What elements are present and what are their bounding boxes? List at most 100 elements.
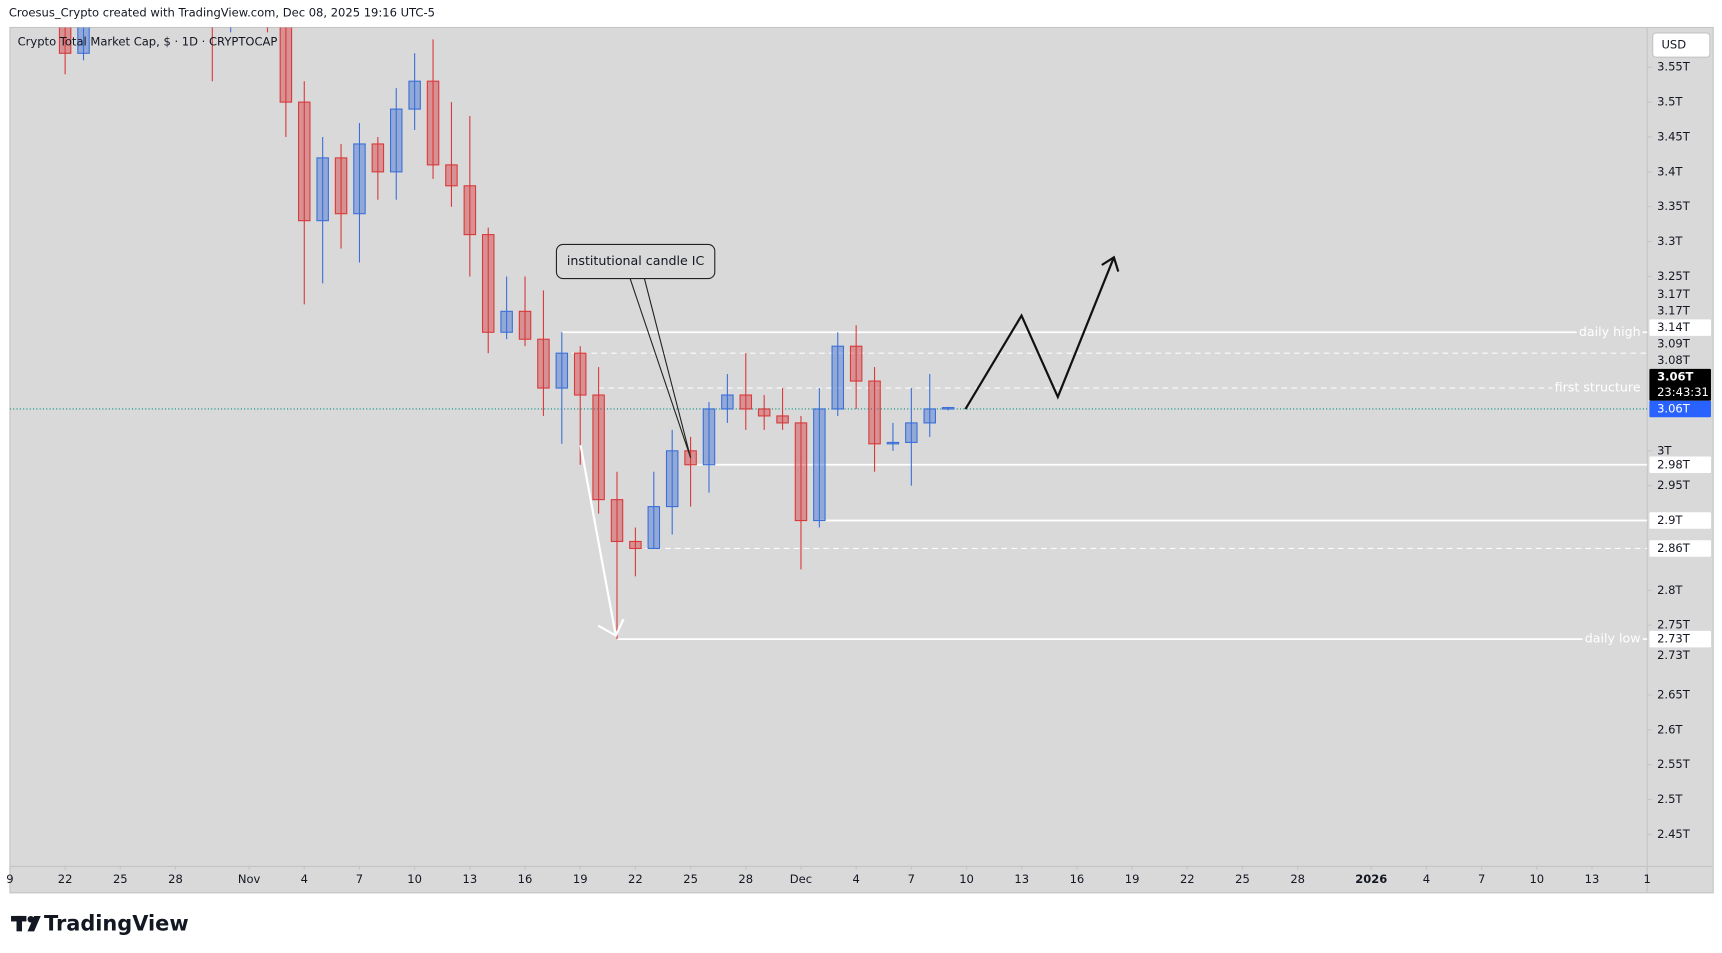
price-label: 2.98T xyxy=(1657,457,1691,471)
y-tick-label: 3T xyxy=(1657,443,1672,457)
candle-body xyxy=(592,394,605,501)
logo-icon xyxy=(11,915,41,932)
price-label-box xyxy=(1649,512,1711,529)
price-label-box xyxy=(1649,540,1711,557)
candle-body xyxy=(408,80,421,110)
price-label-box xyxy=(1649,319,1711,336)
x-tick-label: 28 xyxy=(168,872,183,886)
x-tick-label: 16 xyxy=(518,872,533,886)
price-label-box xyxy=(1649,456,1711,474)
candle-body xyxy=(905,422,918,443)
y-tick-label: 3.55T xyxy=(1657,60,1691,74)
candle-body xyxy=(757,408,771,417)
candle-body xyxy=(389,108,403,173)
x-tick-label: 22 xyxy=(1180,872,1195,886)
y-tick-label: 2.45T xyxy=(1657,827,1691,841)
price-label: 3.14T xyxy=(1657,320,1691,334)
level-label: first structure xyxy=(1555,380,1641,395)
x-tick-label: 22 xyxy=(58,872,73,886)
x-tick-label: 13 xyxy=(462,872,477,886)
level-label-bg xyxy=(1576,324,1643,340)
level-label-bg xyxy=(1552,380,1643,396)
y-tick-label: 2.55T xyxy=(1657,757,1691,771)
candle-body xyxy=(371,143,385,173)
x-tick-label: 4 xyxy=(301,872,308,886)
y-tick-label: 3.25T xyxy=(1657,269,1691,283)
candle-body xyxy=(868,380,881,445)
price-label: 3.06T xyxy=(1657,401,1691,415)
logo-text: TradingView xyxy=(44,912,189,936)
x-tick-label: 13 xyxy=(1585,872,1600,886)
price-label: 3.17T xyxy=(1657,304,1691,318)
candle-body xyxy=(445,164,458,187)
price-label-box xyxy=(1649,400,1711,418)
currency-button[interactable] xyxy=(1652,32,1711,58)
x-tick-label: 28 xyxy=(1290,872,1305,886)
candle-body xyxy=(794,422,808,522)
candle-body xyxy=(776,415,789,424)
y-tick-label: 2.75T xyxy=(1657,618,1691,632)
x-tick-label: 7 xyxy=(356,872,363,886)
price-label-box xyxy=(1649,368,1711,401)
y-tick-label: 2.6T xyxy=(1657,722,1683,736)
candle-body xyxy=(739,394,753,410)
candle-body xyxy=(518,310,532,340)
price-label: 2.73T xyxy=(1657,648,1691,662)
y-tick-label: 2.8T xyxy=(1657,583,1683,597)
callout-text: institutional candle IC xyxy=(567,253,705,268)
y-tick-label: 2.95T xyxy=(1657,478,1691,492)
y-tick-label: 3.3T xyxy=(1657,234,1683,248)
candle-body xyxy=(702,408,716,466)
candle-body xyxy=(555,352,569,389)
price-label: 3.09T xyxy=(1657,337,1691,351)
chart-frame xyxy=(9,26,1714,894)
candle-body xyxy=(316,157,329,222)
x-tick-label: Dec xyxy=(790,872,812,886)
x-tick-label: 28 xyxy=(738,872,753,886)
x-tick-label: 22 xyxy=(628,872,643,886)
y-tick-label: 3.4T xyxy=(1657,164,1683,178)
candle-body xyxy=(610,499,624,543)
y-tick-label: 2.5T xyxy=(1657,792,1683,806)
x-tick-label: 9 xyxy=(6,872,13,886)
candle-body xyxy=(573,352,587,396)
price-label: 3.06T xyxy=(1657,370,1693,384)
level-label: daily high xyxy=(1579,324,1641,339)
x-tick-label: Nov xyxy=(238,872,261,886)
callout-box xyxy=(555,243,716,280)
plot-pane: daily high first structure daily low xyxy=(9,27,1648,647)
level-label: daily low xyxy=(1585,631,1641,646)
candle-body xyxy=(721,394,734,410)
x-tick-label: 4 xyxy=(1423,872,1430,886)
price-label: 3.17T xyxy=(1657,287,1691,301)
x-tick-label: 4 xyxy=(852,872,859,886)
y-tick-label: 3.35T xyxy=(1657,199,1691,213)
x-tick-label: 13 xyxy=(1014,872,1029,886)
x-tick-label: 25 xyxy=(683,872,698,886)
candle-body xyxy=(279,27,293,103)
candle-body xyxy=(849,345,863,382)
y-tick-label: 2.65T xyxy=(1657,687,1691,701)
candle-body xyxy=(334,157,348,215)
candle-body xyxy=(481,234,495,333)
x-tick-label: 16 xyxy=(1070,872,1085,886)
candle-body xyxy=(665,450,679,508)
price-label: 2.73T xyxy=(1657,632,1691,646)
callout-pointer xyxy=(629,278,692,458)
y-tick-label: 3.45T xyxy=(1657,129,1691,143)
level-label-bg xyxy=(1582,631,1643,647)
x-tick-label: 2026 xyxy=(1355,872,1387,886)
projection-path xyxy=(964,255,1120,410)
candle-body xyxy=(58,27,72,54)
currency-label[interactable]: USD xyxy=(1661,38,1686,52)
x-tick-label: 25 xyxy=(113,872,128,886)
x-tick-label: 1 xyxy=(1644,872,1651,886)
header-text: Croesus_Crypto created with TradingView.… xyxy=(9,6,435,20)
candle-body xyxy=(426,80,440,166)
candle-body xyxy=(886,441,900,445)
candle-body xyxy=(537,338,550,389)
price-label: 2.86T xyxy=(1657,541,1691,555)
annotation: institutional candle IC xyxy=(555,243,716,458)
white-arrow xyxy=(579,445,625,638)
